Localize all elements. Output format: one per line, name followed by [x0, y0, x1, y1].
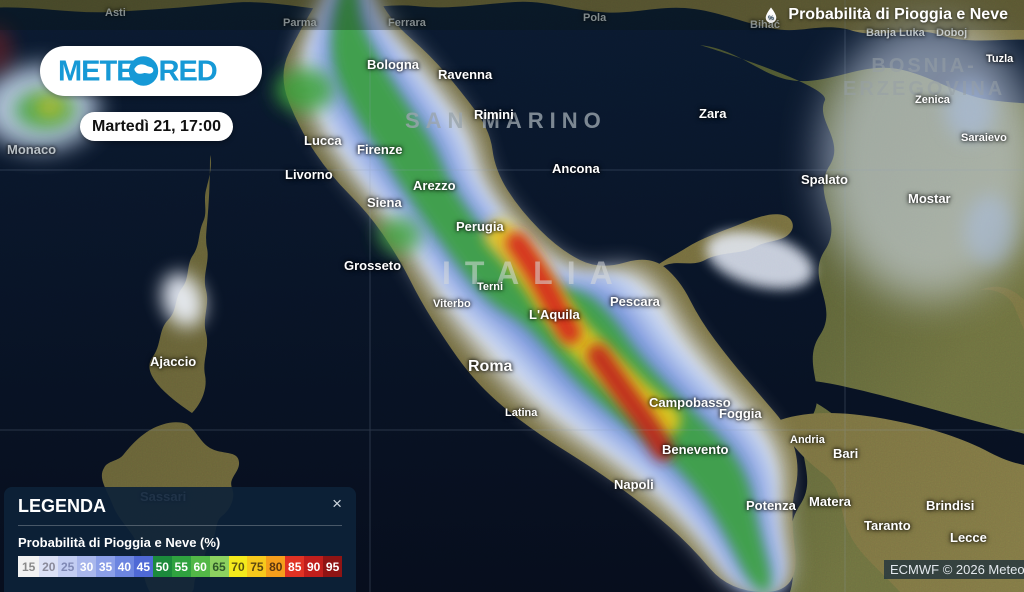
svg-text:%: %	[768, 15, 774, 22]
svg-text:RED: RED	[158, 56, 216, 88]
svg-text:METE: METE	[58, 56, 135, 88]
